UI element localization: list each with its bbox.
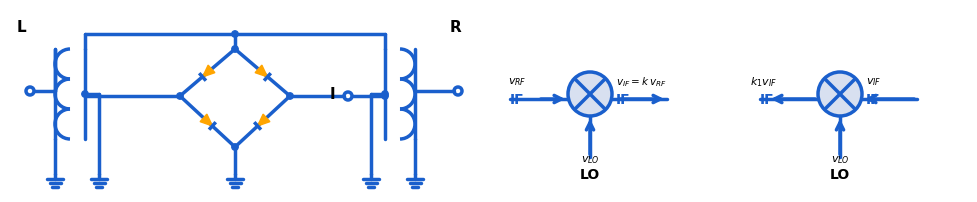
Text: IF: IF: [616, 93, 630, 106]
Circle shape: [232, 144, 238, 150]
Circle shape: [381, 93, 388, 100]
Polygon shape: [257, 115, 270, 126]
Text: $v_{LO}$: $v_{LO}$: [829, 153, 848, 165]
Text: $v_{IF}$: $v_{IF}$: [865, 76, 880, 87]
Text: IF: IF: [509, 93, 524, 106]
Circle shape: [232, 47, 238, 53]
Text: $v_{RF}$: $v_{RF}$: [507, 76, 526, 87]
Text: L: L: [17, 19, 26, 34]
Text: R: R: [449, 19, 461, 34]
Circle shape: [177, 93, 183, 100]
Text: IF: IF: [865, 93, 879, 106]
Text: LO: LO: [829, 167, 849, 181]
Polygon shape: [255, 66, 267, 78]
Circle shape: [82, 91, 88, 98]
Text: $k_1 v_{IF}$: $k_1 v_{IF}$: [749, 75, 777, 88]
Text: $v_{LO}$: $v_{LO}$: [580, 153, 599, 165]
Polygon shape: [200, 115, 212, 126]
Circle shape: [232, 32, 238, 38]
Text: $v_{IF}{=}k\,v_{RF}$: $v_{IF}{=}k\,v_{RF}$: [616, 75, 666, 88]
Circle shape: [817, 73, 861, 116]
Circle shape: [286, 93, 293, 100]
Polygon shape: [202, 66, 215, 78]
Circle shape: [381, 91, 388, 98]
Text: LO: LO: [579, 167, 600, 181]
Circle shape: [568, 73, 612, 116]
Text: IF: IF: [759, 93, 774, 106]
Text: I: I: [329, 87, 335, 102]
